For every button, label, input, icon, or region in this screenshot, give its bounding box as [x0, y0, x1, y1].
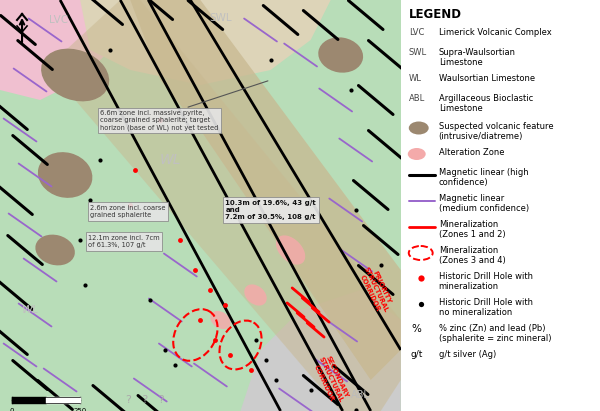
Ellipse shape [408, 148, 426, 160]
Text: Mineralization
(Zones 1 and 2): Mineralization (Zones 1 and 2) [439, 220, 505, 239]
Text: 6.6m zone incl. massive pyrite,
coarse grained sphalerite; target
horizon (base : 6.6m zone incl. massive pyrite, coarse g… [100, 110, 218, 131]
Text: PRIORITY
STRUCTURAL
CORRIDOR: PRIORITY STRUCTURAL CORRIDOR [356, 263, 395, 316]
Text: WL: WL [160, 153, 181, 167]
Text: g/t silver (Ag): g/t silver (Ag) [439, 350, 496, 359]
Text: Historic Drill Hole with
no mineralization: Historic Drill Hole with no mineralizati… [439, 298, 533, 317]
Text: %: % [412, 324, 422, 334]
Polygon shape [55, 0, 401, 411]
Text: % zinc (Zn) and lead (Pb)
(sphalerite = zinc mineral): % zinc (Zn) and lead (Pb) (sphalerite = … [439, 324, 551, 344]
Text: Waulsortian Limestone: Waulsortian Limestone [439, 74, 535, 83]
Text: 12.1m zone incl. 7cm
of 61.3%, 107 g/t: 12.1m zone incl. 7cm of 61.3%, 107 g/t [88, 235, 160, 248]
Text: LVC: LVC [49, 15, 68, 25]
Text: Magnetic linear (high
confidence): Magnetic linear (high confidence) [439, 168, 528, 187]
Text: WL: WL [409, 74, 422, 83]
Text: Argillaceous Bioclastic
Limestone: Argillaceous Bioclastic Limestone [439, 94, 533, 113]
Text: SECONDARY
STRUCTURAL
CORRIDOR: SECONDARY STRUCTURAL CORRIDOR [311, 353, 350, 406]
Text: 10.3m of 19.6%, 43 g/t
and
7.2m of 30.5%, 108 g/t: 10.3m of 19.6%, 43 g/t and 7.2m of 30.5%… [226, 200, 316, 220]
Polygon shape [80, 0, 331, 85]
Ellipse shape [276, 236, 305, 265]
Text: ?   ?   ?: ? ? ? [126, 395, 164, 405]
Text: Limerick Volcanic Complex: Limerick Volcanic Complex [439, 28, 551, 37]
Text: Supra-Waulsortian
Limestone: Supra-Waulsortian Limestone [439, 48, 515, 67]
Text: WL: WL [22, 305, 38, 315]
Ellipse shape [244, 284, 267, 306]
Text: Suspected volcanic feature
(intrusive/diatreme): Suspected volcanic feature (intrusive/di… [439, 122, 553, 141]
Ellipse shape [211, 311, 230, 329]
Text: ABL: ABL [409, 94, 425, 103]
Polygon shape [241, 290, 401, 411]
Text: ABL: ABL [351, 390, 370, 400]
Ellipse shape [41, 48, 109, 102]
Text: 0: 0 [10, 408, 14, 411]
Text: SWL: SWL [209, 13, 232, 23]
Ellipse shape [38, 152, 92, 198]
Polygon shape [0, 0, 120, 100]
Text: Alteration Zone: Alteration Zone [439, 148, 504, 157]
Ellipse shape [35, 235, 75, 266]
Text: 2.6m zone incl. coarse
grained sphalerite: 2.6m zone incl. coarse grained sphalerit… [90, 205, 166, 218]
Text: Historic Drill Hole with
mineralization: Historic Drill Hole with mineralization [439, 272, 533, 291]
Text: Mineralization
(Zones 3 and 4): Mineralization (Zones 3 and 4) [439, 246, 505, 266]
Ellipse shape [409, 122, 428, 134]
Text: 250: 250 [74, 408, 87, 411]
Text: g/t: g/t [410, 350, 423, 359]
Text: SWL: SWL [409, 48, 427, 57]
Polygon shape [130, 0, 401, 380]
Text: LVC: LVC [409, 28, 424, 37]
Ellipse shape [318, 37, 363, 73]
Text: LEGEND: LEGEND [409, 8, 462, 21]
Text: Magnetic linear
(medium confidence): Magnetic linear (medium confidence) [439, 194, 529, 213]
Polygon shape [0, 0, 401, 411]
